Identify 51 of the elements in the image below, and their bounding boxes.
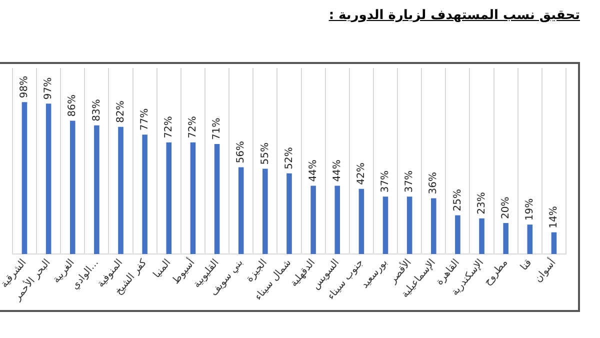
data-label: 98% bbox=[19, 76, 30, 98]
data-label: 37% bbox=[404, 170, 416, 193]
data-label: 83% bbox=[91, 99, 102, 122]
bar bbox=[46, 104, 52, 254]
x-tick-label: الغربية bbox=[50, 257, 77, 286]
data-label: 77% bbox=[139, 108, 150, 131]
bar bbox=[551, 232, 557, 254]
data-label: 42% bbox=[356, 162, 368, 185]
x-tick-label: الجيزة bbox=[244, 257, 270, 284]
chart-title: تحقيق نسب المستهدف لزيارة الدورية : bbox=[328, 8, 580, 23]
data-label: 52% bbox=[284, 147, 295, 170]
x-tick-label: مطروح bbox=[482, 257, 510, 288]
data-label: 36% bbox=[428, 172, 440, 194]
bar bbox=[262, 168, 268, 254]
bar bbox=[70, 120, 76, 254]
data-label: 72% bbox=[163, 116, 174, 138]
data-label: 23% bbox=[476, 192, 488, 214]
bar bbox=[503, 223, 508, 254]
x-tick-label: المنيا bbox=[151, 257, 174, 280]
data-label: 97% bbox=[43, 77, 54, 100]
bar bbox=[358, 188, 364, 254]
data-label: 82% bbox=[115, 100, 126, 123]
bar bbox=[94, 125, 100, 254]
data-label: 20% bbox=[500, 196, 512, 220]
data-label: 44% bbox=[332, 160, 343, 182]
bar bbox=[479, 218, 484, 254]
data-label: 56% bbox=[236, 140, 247, 164]
bar bbox=[527, 224, 533, 254]
data-label: 55% bbox=[260, 142, 271, 165]
bar bbox=[430, 198, 436, 254]
data-label: 44% bbox=[308, 160, 319, 182]
data-label: 37% bbox=[380, 170, 392, 193]
bar bbox=[142, 134, 148, 254]
bar bbox=[190, 142, 196, 254]
data-label: 14% bbox=[548, 206, 560, 228]
bar bbox=[382, 196, 388, 254]
bar bbox=[166, 142, 172, 254]
data-label: 25% bbox=[452, 189, 464, 212]
bar bbox=[238, 167, 244, 254]
bar bbox=[22, 102, 28, 254]
data-label: 19% bbox=[524, 198, 536, 221]
data-label: 86% bbox=[67, 94, 78, 117]
bar bbox=[334, 186, 340, 254]
data-label: 71% bbox=[212, 118, 223, 140]
bar bbox=[406, 196, 412, 254]
bar bbox=[118, 126, 124, 254]
bar bbox=[310, 186, 316, 254]
bar bbox=[286, 173, 292, 254]
bar bbox=[455, 215, 460, 254]
data-label: 72% bbox=[188, 116, 199, 138]
bar bbox=[214, 144, 220, 254]
